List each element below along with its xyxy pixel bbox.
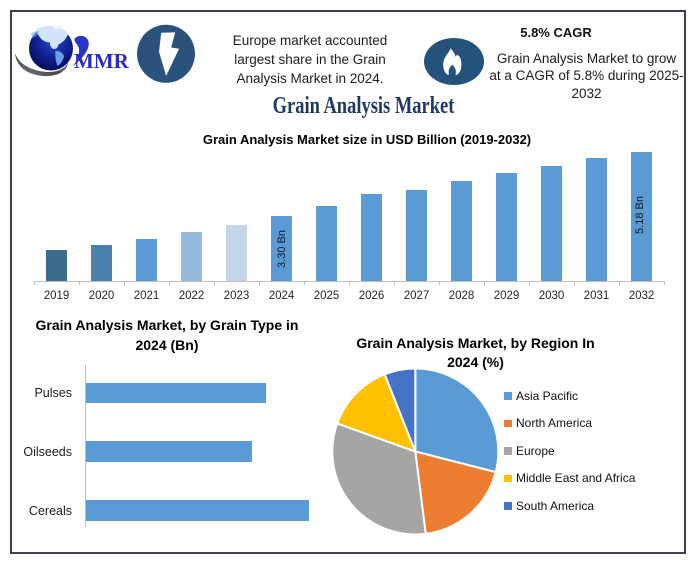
svg-text:MMR: MMR [74,49,130,73]
